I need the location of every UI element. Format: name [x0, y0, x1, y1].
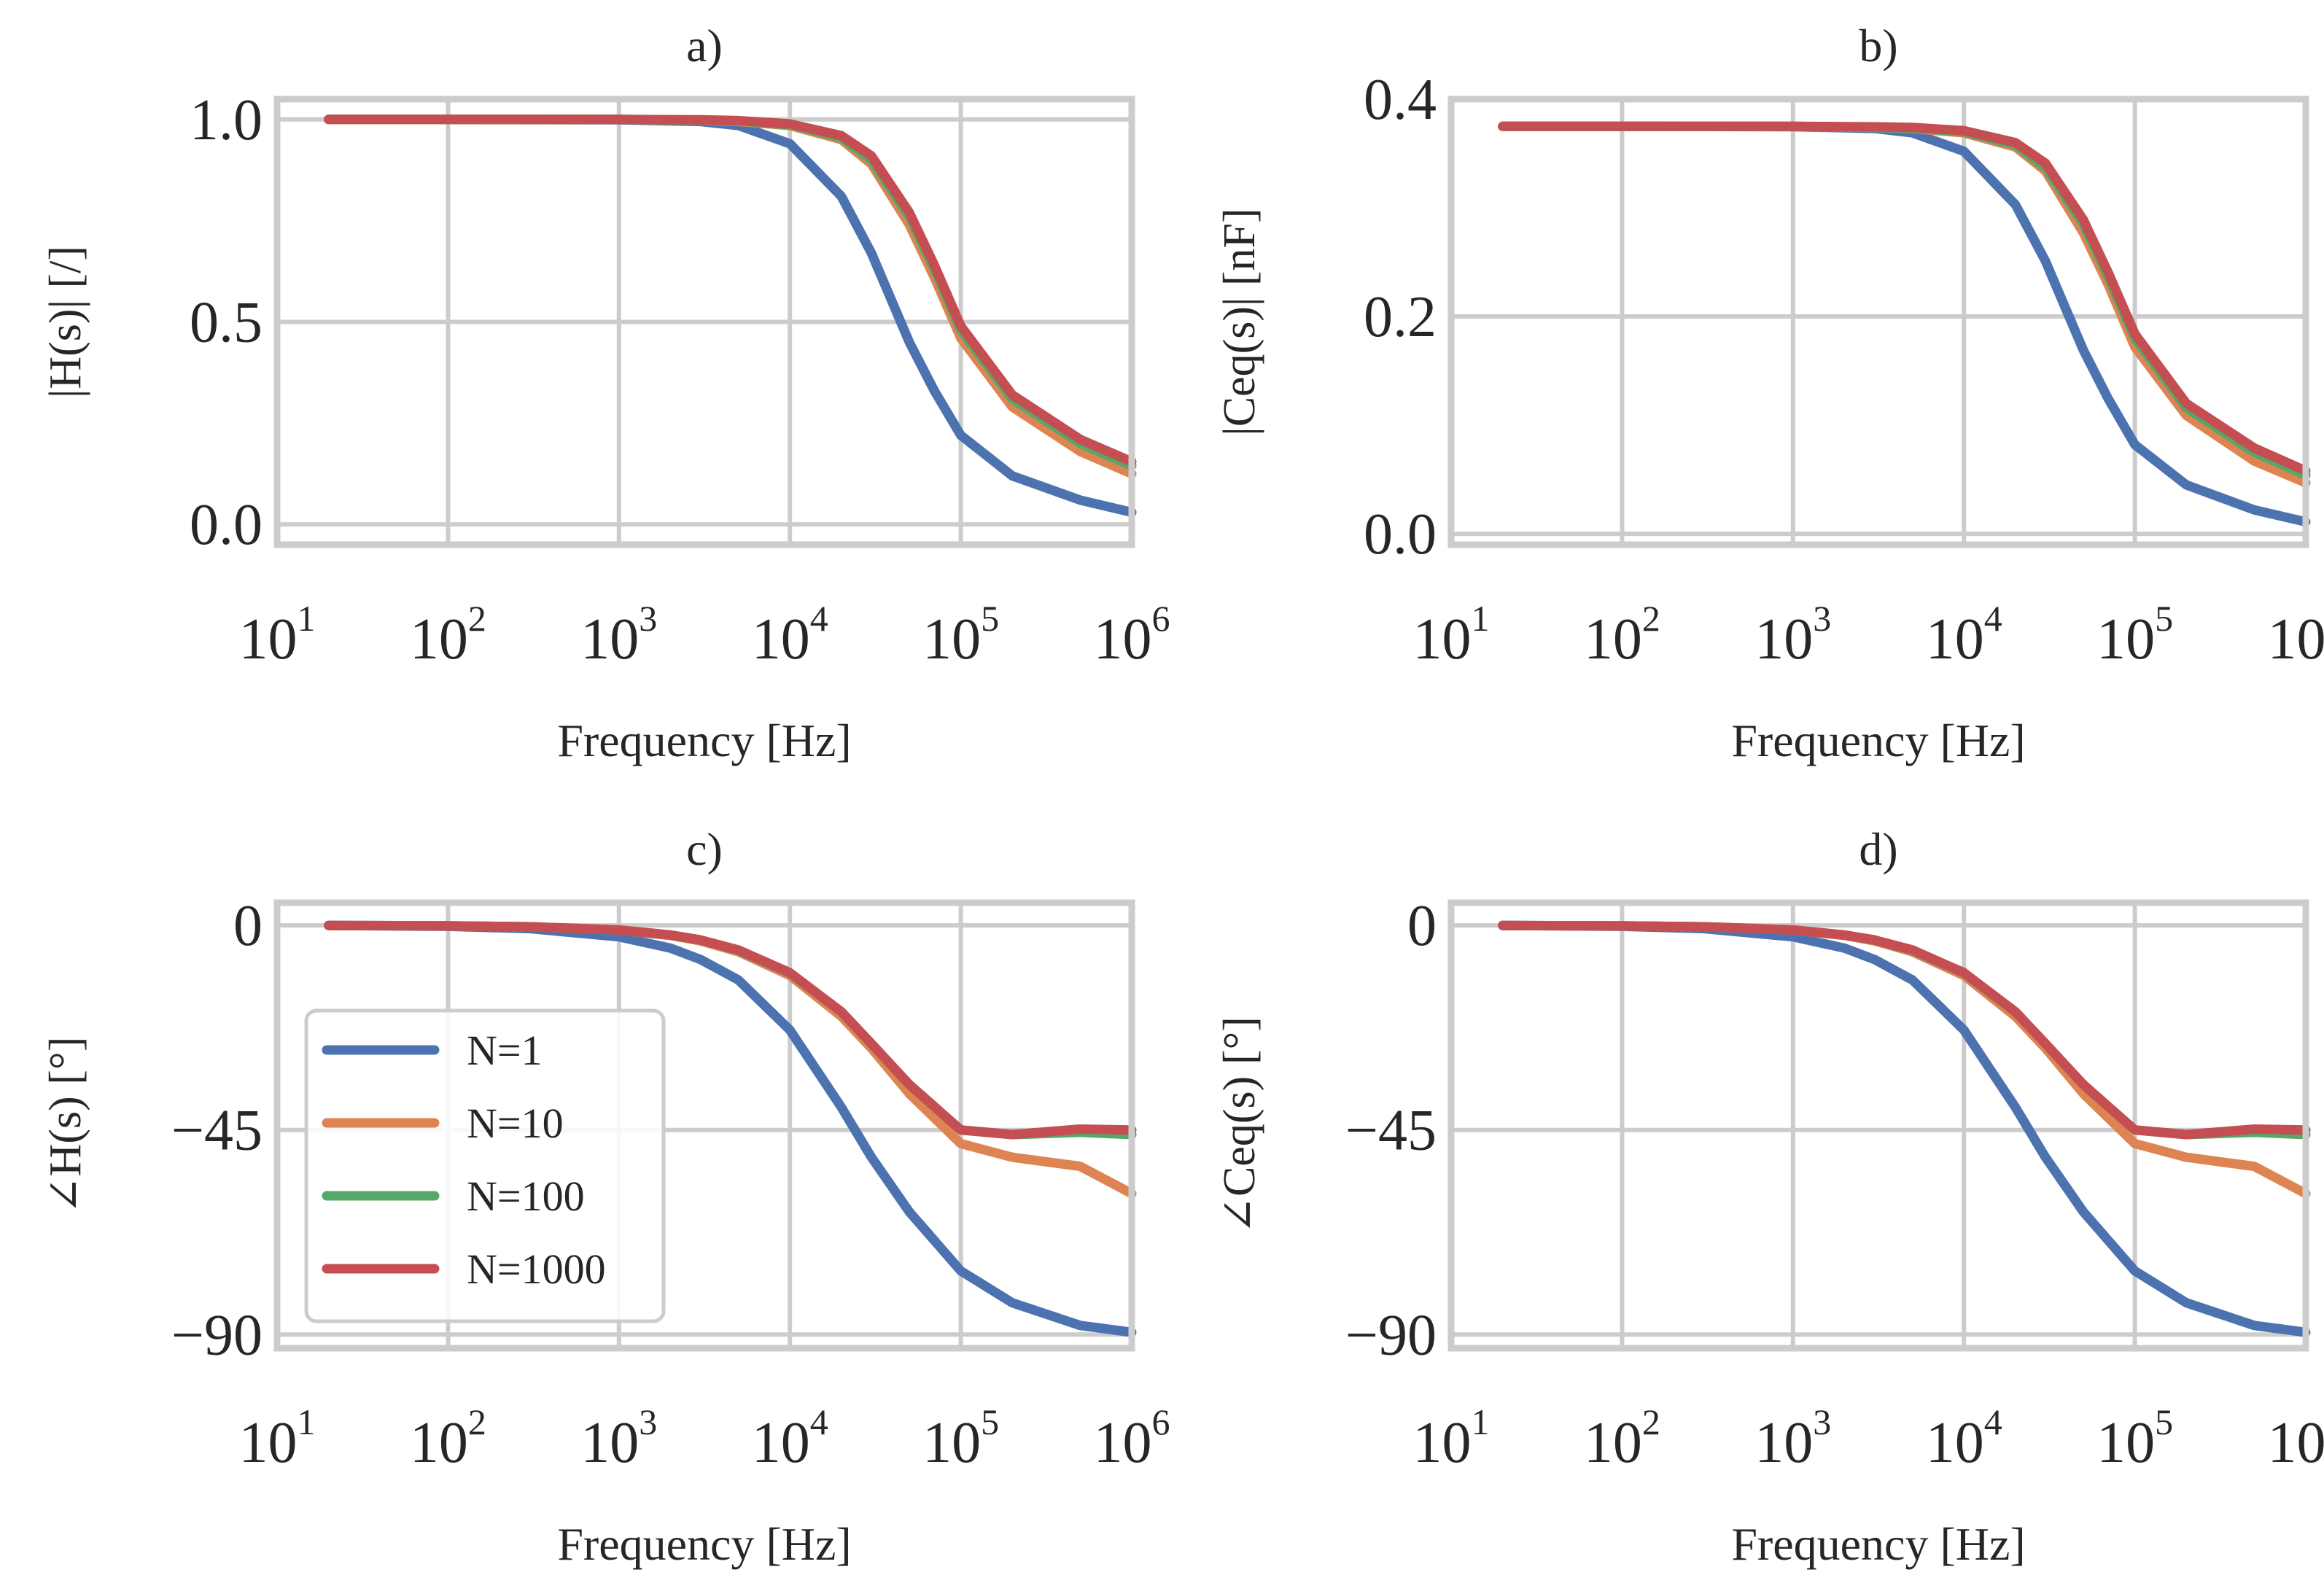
x-tick-label: 103: [1754, 598, 1831, 672]
x-tick-label: 103: [1754, 1401, 1831, 1475]
legend: N=1 N=10 N=100 N=1000: [304, 1008, 666, 1323]
y-tick-label: −90: [1345, 1303, 1437, 1367]
x-axis-label: Frequency [Hz]: [557, 1518, 851, 1570]
y-axis-label: |H(s)| [/]: [41, 246, 90, 398]
y-tick-label: 0: [1407, 894, 1437, 958]
y-axis-label: |Ceq(s)| [nF]: [1215, 208, 1264, 435]
panel-title: c): [686, 823, 723, 875]
x-tick-label: 101: [1413, 598, 1490, 672]
y-tick-label: −90: [171, 1303, 263, 1367]
x-tick-label: 103: [580, 598, 657, 672]
panel-title: d): [1859, 823, 1897, 875]
y-axis-label: ∠Ceq(s) [°]: [1215, 1016, 1264, 1234]
x-tick-label: 105: [922, 1401, 999, 1475]
chart-panel-b: b) 0.0 0.2 0.4 101 102 103 104 105 106 Frequency […: [1215, 20, 2324, 766]
panel-title: a): [686, 20, 723, 71]
chart-panel-a: a) 0.0 0.5 1.0 101 102 103 104 105 106 Frequency […: [41, 20, 1170, 766]
panel-title: b): [1859, 20, 1897, 71]
legend-label: N=10: [467, 1100, 564, 1147]
series-line-n-1000: [1498, 121, 2311, 476]
x-tick-label: 106: [2268, 598, 2324, 672]
y-tick-label: 0: [233, 894, 263, 958]
x-axis-label: Frequency [Hz]: [557, 715, 851, 766]
x-tick-label: 105: [2096, 598, 2173, 672]
plot-frame: [273, 96, 1135, 548]
x-axis-label: Frequency [Hz]: [1731, 715, 2025, 766]
legend-label: N=100: [467, 1172, 585, 1220]
x-tick-label: 103: [580, 1401, 657, 1475]
y-tick-label: 0.4: [1364, 68, 1437, 132]
x-tick-label: 104: [752, 1401, 828, 1475]
x-tick-label: 105: [922, 598, 999, 672]
y-tick-label: −45: [1345, 1099, 1437, 1163]
y-tick-label: 0.0: [190, 493, 263, 557]
plot-frame: [1447, 96, 2309, 548]
x-tick-label: 104: [1926, 598, 2002, 672]
x-tick-label: 102: [1584, 1401, 1660, 1475]
legend-label: N=1000: [467, 1245, 606, 1293]
series-line-n-1000: [1498, 920, 2311, 1140]
y-tick-label: 0.5: [190, 291, 263, 355]
y-tick-label: 1.0: [190, 88, 263, 152]
x-tick-label: 104: [1926, 1401, 2002, 1475]
chart-panel-c: c) −90 −45 0 101 102 103 104 105 106 Frequency [Hz…: [41, 823, 1170, 1570]
x-tick-label: 104: [752, 598, 828, 672]
y-tick-label: 0.0: [1364, 502, 1437, 567]
y-tick-label: −45: [171, 1099, 263, 1163]
legend-box: [304, 1008, 666, 1323]
x-tick-label: 101: [1413, 1401, 1490, 1475]
x-tick-label: 106: [1094, 598, 1170, 672]
plot-frame: [1447, 899, 2309, 1352]
x-tick-label: 101: [239, 598, 316, 672]
x-tick-label: 102: [410, 1401, 486, 1475]
x-tick-label: 102: [410, 598, 486, 672]
plot-frame: [273, 899, 1135, 1352]
x-tick-label: 102: [1584, 598, 1660, 672]
x-tick-label: 106: [2268, 1401, 2324, 1475]
legend-label: N=1: [467, 1027, 543, 1074]
series-line-n-1000: [324, 920, 1137, 1140]
y-tick-label: 0.2: [1364, 285, 1437, 349]
x-tick-label: 105: [2096, 1401, 2173, 1475]
x-tick-label: 101: [239, 1401, 316, 1475]
x-tick-label: 106: [1094, 1401, 1170, 1475]
chart-panel-d: d) −90 −45 0 101 102 103 104 105 106 Frequency [Hz…: [1215, 823, 2324, 1570]
series-line-n-1000: [324, 114, 1137, 467]
y-axis-label: ∠H(s) [°]: [41, 1037, 90, 1215]
x-axis-label: Frequency [Hz]: [1731, 1518, 2025, 1570]
